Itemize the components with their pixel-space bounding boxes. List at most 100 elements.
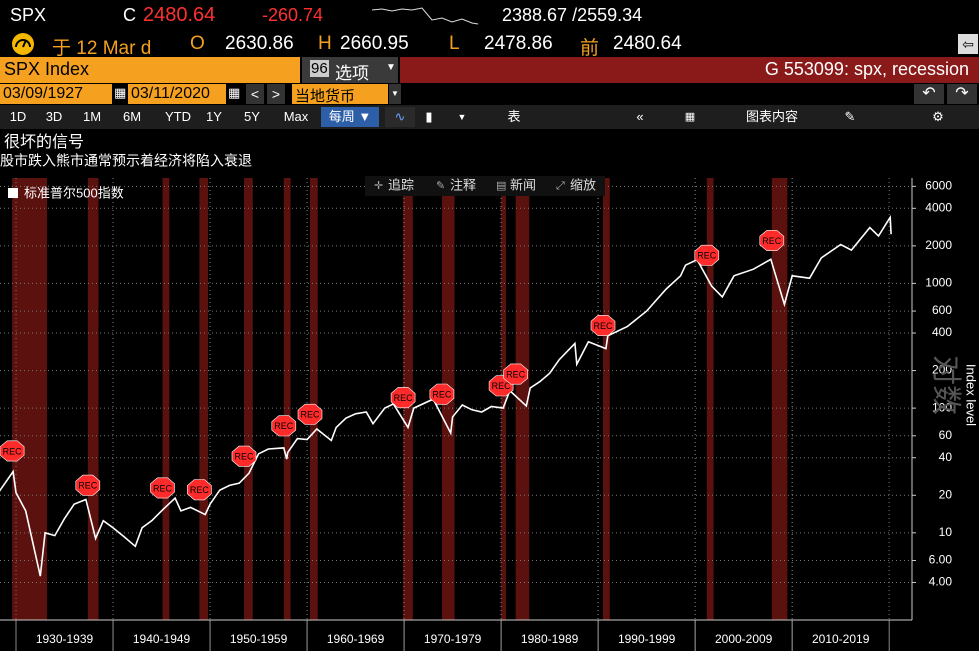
currency-field[interactable]: 当地货币: [292, 84, 388, 105]
period-button[interactable]: 1Y: [206, 109, 222, 124]
recession-band: [87, 178, 99, 620]
tool-icon[interactable]: ✎: [436, 180, 445, 192]
calendar-icon[interactable]: ▦: [228, 85, 241, 100]
end-date-field[interactable]: 03/11/2020: [128, 84, 226, 104]
recession-marker: REC: [0, 440, 25, 462]
grid-icon[interactable]: ▦: [684, 111, 696, 123]
y-tick-label: 6.00: [929, 553, 953, 567]
recession-marker: REC: [150, 477, 175, 499]
chart-content: 图表内容: [745, 109, 798, 124]
marker-shape: [759, 230, 785, 251]
prev: 2480.64: [613, 33, 682, 54]
tool-icon[interactable]: ✛: [374, 180, 383, 192]
redo-button[interactable]: ↷: [947, 84, 977, 104]
tool-label[interactable]: 追踪: [388, 177, 414, 192]
marker-shape: [429, 383, 455, 405]
marker-shape: [75, 474, 101, 496]
marker-label: REC: [190, 485, 210, 495]
tool-icon[interactable]: ▤: [496, 180, 506, 192]
marker-shape: [271, 415, 297, 437]
tool-icon[interactable]: ⤢: [556, 180, 565, 192]
header-row: SPX C 2480.64 -260.74 2388.67 /2559.34: [0, 0, 979, 30]
back-button[interactable]: ⇦: [958, 34, 978, 54]
tool-label[interactable]: 新闻: [510, 177, 536, 192]
x-tick-label: 1930-1939: [36, 632, 94, 646]
edit-button[interactable]: ✎: [844, 109, 856, 124]
y-tick-label: 100: [932, 400, 952, 414]
marker-label: REC: [78, 481, 98, 491]
chart-subtitle: 股市跌入熊市通常预示着经济将陷入衰退: [0, 153, 252, 169]
x-tick-label: 1980-1989: [521, 632, 579, 646]
options-button[interactable]: 96 选项 ▼: [302, 57, 398, 83]
calendar-icon[interactable]: ▦: [114, 85, 127, 100]
sparkline: [372, 7, 479, 25]
table-button[interactable]: 表: [500, 107, 528, 127]
marker-label: REC: [697, 251, 717, 261]
recession-band: [283, 178, 291, 620]
date-separator: -: [120, 84, 126, 101]
security-name: SPX Index: [4, 59, 90, 79]
open: 2630.86: [225, 33, 294, 54]
recession-marker: REC: [759, 230, 785, 251]
end-date: 03/11/2020: [131, 85, 210, 102]
function-bar: G 553099: spx, recession: [400, 57, 979, 83]
chart-title: 很坏的信号: [4, 133, 84, 151]
period-button[interactable]: Max: [283, 109, 309, 124]
recession-band: [501, 178, 506, 620]
day-range: 2388.67 /2559.34: [502, 5, 643, 25]
tool-bar: [365, 176, 605, 196]
marker-label: REC: [3, 446, 23, 456]
y-tick-label: 4.00: [929, 575, 953, 589]
next-button[interactable]: >: [267, 84, 285, 104]
undo-button[interactable]: ↶: [914, 84, 944, 104]
marker-label: REC: [492, 381, 512, 391]
tool-label[interactable]: 注释: [450, 177, 476, 192]
security-field[interactable]: SPX Index: [0, 57, 300, 83]
recession-band: [602, 178, 610, 620]
gauge-icon[interactable]: [10, 32, 36, 56]
period-button[interactable]: 1D: [9, 109, 27, 124]
style-dropdown[interactable]: ▼: [457, 112, 467, 122]
table-label: 表: [507, 109, 521, 124]
recession-band: [162, 178, 170, 620]
period-button[interactable]: 6M: [122, 109, 142, 124]
tool-label[interactable]: 缩放: [570, 177, 596, 192]
marker-label: REC: [394, 393, 414, 403]
start-date-field[interactable]: 03/09/1927: [0, 84, 112, 104]
currency-dropdown[interactable]: ▼: [389, 84, 401, 104]
quote-row: 于 12 Mar d O 2630.86 H 2660.95 L 2478.86…: [0, 30, 979, 59]
recession-marker: REC: [231, 445, 257, 467]
marker-label: REC: [506, 369, 526, 379]
marker-shape: [150, 477, 175, 499]
scale-label: 对数: [929, 355, 962, 415]
x-tick-label: 2010-2019: [812, 632, 870, 646]
recession-band: [199, 178, 209, 620]
settings-button[interactable]: ⚙: [932, 109, 944, 124]
high: 2660.95: [340, 33, 409, 54]
marker-shape: [0, 440, 25, 462]
prev-button[interactable]: <: [246, 84, 264, 104]
options-number: 96: [310, 60, 329, 77]
frequency-button[interactable]: 每周 ▼: [321, 107, 379, 127]
period-button[interactable]: 5Y: [244, 109, 260, 124]
x-tick-label: 1970-1979: [424, 632, 482, 646]
chart-content-button[interactable]: 图表内容: [740, 107, 804, 127]
candle-button[interactable]: ▮: [425, 109, 433, 124]
recession-band: [309, 178, 318, 620]
marker-shape: [694, 244, 720, 266]
recession-marker: REC: [297, 403, 323, 425]
marker-label: REC: [432, 390, 452, 400]
line-chart-button[interactable]: ∿: [385, 107, 415, 127]
period-button[interactable]: YTD: [165, 109, 191, 124]
period-button[interactable]: 1M: [82, 109, 102, 124]
collapse-button[interactable]: «: [636, 109, 644, 124]
period-button[interactable]: 3D: [45, 109, 63, 124]
options-label: 选项: [335, 64, 369, 83]
recession-marker: REC: [590, 315, 616, 336]
recession-band: [706, 178, 714, 620]
y-tick-label: 10: [939, 525, 953, 539]
last-price: 2480.64: [143, 4, 216, 26]
marker-shape: [390, 387, 416, 409]
marker-label: REC: [300, 410, 320, 420]
